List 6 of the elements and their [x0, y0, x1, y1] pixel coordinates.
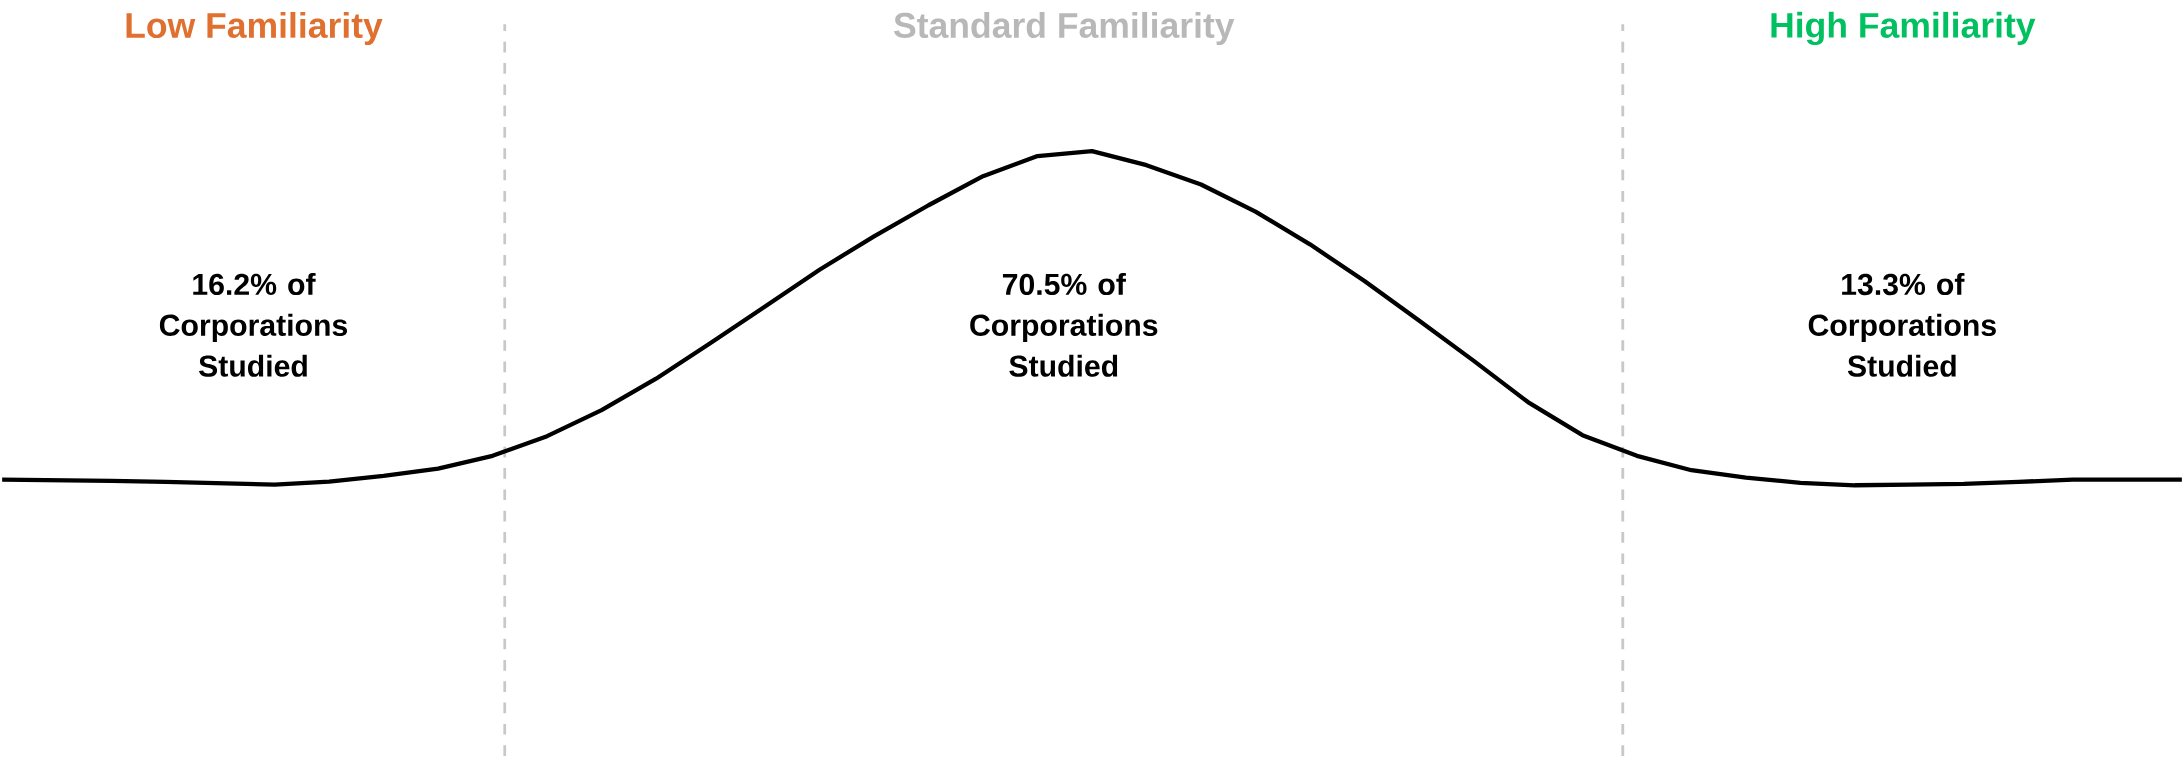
text: High Familiarity	[1771, 11, 2036, 45]
text: Standard Familiarity	[894, 11, 1235, 45]
annotation: 13.3% of Corporations Studied	[1808, 272, 1996, 377]
annotation: 70.5% of Corporations Studied	[970, 272, 1158, 377]
text: Low Familiarity	[126, 11, 383, 45]
annotation: 16.2% of Corporations Studied	[159, 272, 348, 377]
